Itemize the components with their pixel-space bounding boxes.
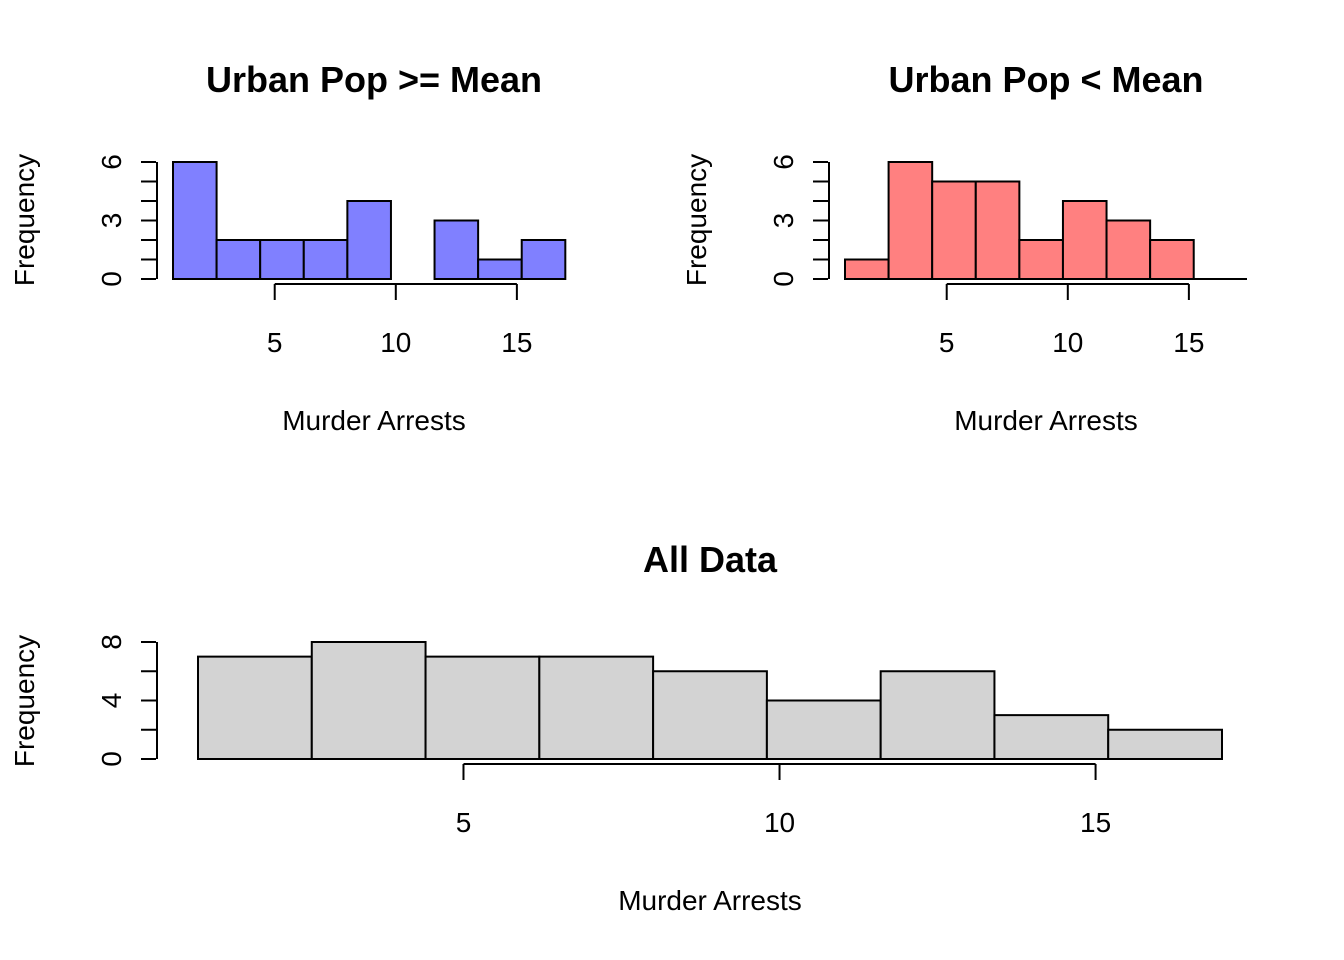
histogram-bar [993, 714, 1110, 760]
histogram-bar [1107, 728, 1223, 760]
y-tick-label: 3 [768, 213, 799, 229]
histogram-bar [765, 699, 882, 760]
y-tick-label: 4 [96, 693, 127, 709]
x-tick-label: 5 [456, 807, 472, 838]
x-tick-label: 15 [1080, 807, 1111, 838]
histogram-bar [197, 655, 313, 760]
y-axis-label: Frequency [9, 635, 40, 767]
histogram-bar [302, 239, 349, 280]
histogram-bar [433, 219, 480, 280]
histogram-bar [1105, 219, 1152, 280]
x-tick-label: 5 [267, 327, 283, 358]
x-axis-label: Murder Arrests [618, 885, 802, 916]
panel-urban-high: Urban Pop >= Mean Murder Arrests Frequen… [9, 59, 567, 436]
panel-title: All Data [643, 539, 778, 580]
histogram-bar [931, 180, 977, 280]
histogram-bar [1149, 239, 1195, 280]
axes-group: 0 4 8 5 10 15 [96, 634, 1111, 838]
bars-group [197, 641, 1223, 760]
x-tick-label: 10 [1052, 327, 1083, 358]
histogram-bar [1061, 200, 1108, 280]
panel-title: Urban Pop < Mean [888, 59, 1203, 100]
x-tick-label: 15 [1173, 327, 1204, 358]
y-tick-label: 0 [96, 751, 127, 767]
histogram-bar [879, 670, 996, 760]
y-tick-label: 6 [96, 154, 127, 170]
y-tick-label: 0 [768, 271, 799, 287]
bars-group [172, 161, 567, 280]
x-tick-label: 10 [380, 327, 411, 358]
histogram-bar [477, 258, 523, 280]
y-tick-label: 3 [96, 213, 127, 229]
x-axis-label: Murder Arrests [282, 405, 466, 436]
y-tick-label: 8 [96, 634, 127, 650]
y-tick-label: 0 [96, 271, 127, 287]
histogram-bar [172, 161, 218, 280]
y-tick-label: 6 [768, 154, 799, 170]
histogram-bar [844, 258, 890, 280]
panel-title: Urban Pop >= Mean [206, 59, 542, 100]
histogram-bar [424, 655, 541, 760]
histogram-bar [974, 180, 1021, 280]
histogram-bar [887, 161, 934, 280]
y-axis-label: Frequency [681, 154, 712, 286]
panel-urban-low: Urban Pop < Mean Murder Arrests Frequenc… [681, 59, 1247, 436]
histogram-bar [215, 239, 262, 280]
panel-all-data: All Data Murder Arrests Frequency 0 4 8 5 10… [9, 539, 1223, 916]
axes-group: 0 3 6 5 10 15 [768, 154, 1247, 358]
x-tick-label: 15 [501, 327, 532, 358]
histogram-bar [652, 670, 768, 760]
histogram-bar [310, 641, 427, 760]
axes-group: 0 3 6 5 10 15 [96, 154, 566, 358]
histogram-bar [259, 239, 305, 280]
y-axis-label: Frequency [9, 154, 40, 286]
histogram-bar [520, 239, 567, 280]
x-axis-label: Murder Arrests [954, 405, 1138, 436]
histogram-bar [1018, 239, 1064, 280]
histogram-bar [538, 655, 655, 760]
x-tick-label: 10 [764, 807, 795, 838]
bars-group [844, 161, 1195, 280]
histogram-bar [346, 200, 392, 280]
x-tick-label: 5 [939, 327, 955, 358]
